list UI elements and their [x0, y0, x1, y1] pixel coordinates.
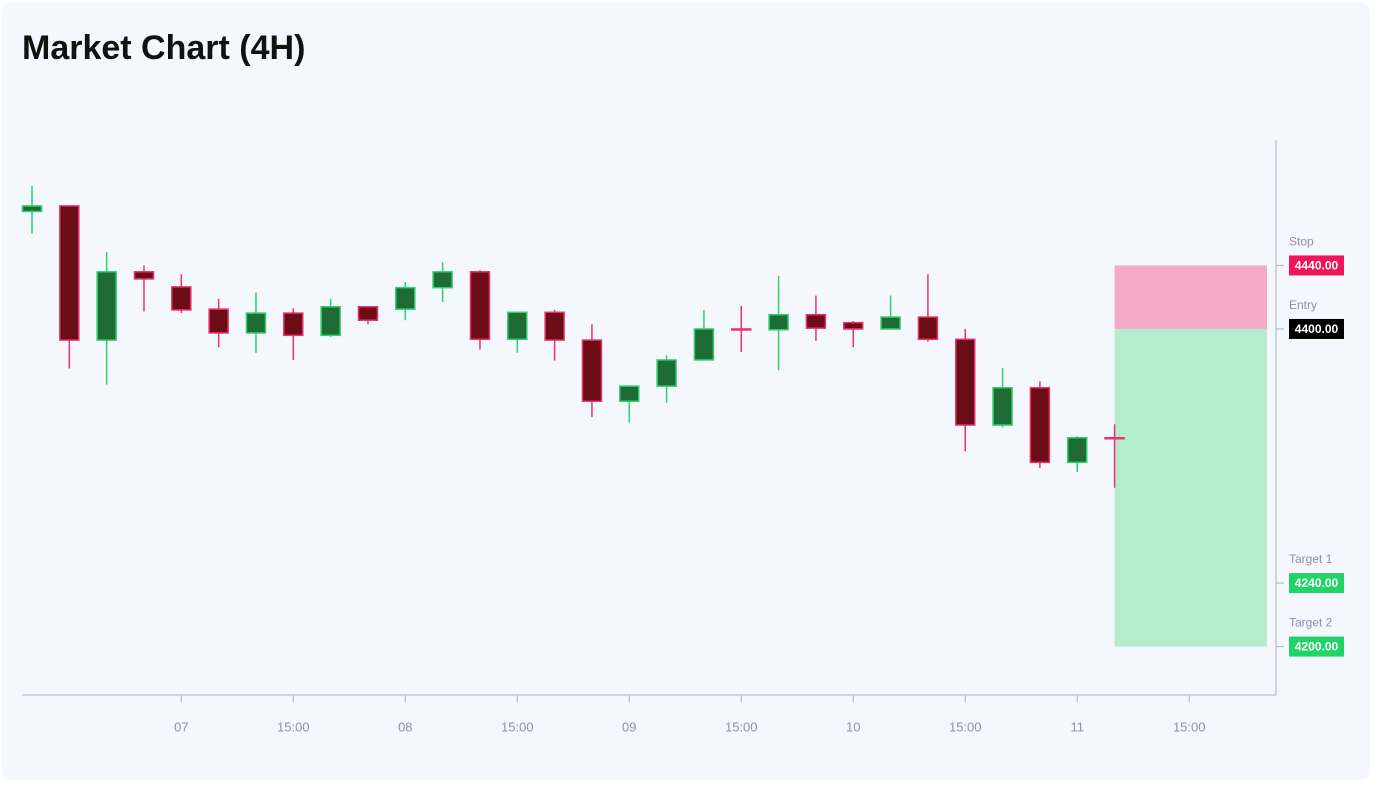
candle-body: [171, 286, 192, 311]
candle-body: [96, 271, 117, 341]
candle-body: [133, 271, 155, 280]
card: [2, 2, 1370, 780]
x-tick-label: 15:00: [949, 719, 982, 734]
x-tick-label: 11: [1070, 719, 1084, 734]
x-tick-label: 10: [846, 719, 860, 734]
candle-body: [469, 271, 491, 341]
level-badge: [1289, 318, 1344, 339]
level-badge: [1289, 636, 1344, 657]
level-badge: [1289, 573, 1344, 594]
level-name: Stop: [1289, 235, 1314, 249]
x-tick-label: 15:00: [277, 719, 310, 734]
level-name: Entry: [1289, 298, 1317, 312]
candle-body: [992, 386, 1013, 426]
candle-body: [320, 305, 341, 337]
candle-body: [1104, 436, 1125, 440]
candle-body: [395, 286, 416, 310]
candle-body: [768, 313, 789, 331]
level-name: Target 1: [1289, 552, 1333, 566]
candle-body: [507, 311, 528, 341]
candle-body: [59, 205, 80, 341]
risk-zone: [1114, 265, 1267, 329]
candle-body: [1029, 386, 1051, 464]
candle-body: [283, 312, 304, 337]
reward-zone: [1114, 328, 1267, 647]
candle-body: [880, 316, 901, 330]
x-tick-label: 07: [174, 719, 188, 734]
x-tick-label: 09: [622, 719, 636, 734]
x-tick-label: 15:00: [1173, 719, 1206, 734]
candle-body: [1066, 436, 1088, 464]
x-tick-label: 08: [398, 719, 412, 734]
candle-body: [544, 311, 565, 341]
candle-body: [731, 328, 752, 331]
candle-body: [432, 271, 453, 289]
chart-title: Market Chart (4H): [22, 29, 305, 67]
candle-body: [843, 321, 864, 330]
candle-body: [693, 328, 715, 361]
candle-body: [619, 385, 640, 402]
x-tick-label: 15:00: [725, 719, 758, 734]
level-badge: [1289, 255, 1344, 276]
level-value: 4200.00: [1295, 640, 1339, 654]
candle-body: [917, 316, 939, 341]
candle-body: [245, 312, 267, 334]
level-value: 4240.00: [1295, 576, 1339, 590]
candle-body: [208, 308, 229, 334]
candle-body: [656, 359, 677, 387]
candle-body: [21, 205, 43, 213]
candle-body: [357, 305, 379, 321]
candle-body: [955, 338, 976, 426]
candle-body: [805, 313, 827, 329]
level-value: 4400.00: [1295, 322, 1339, 336]
x-tick-label: 15:00: [501, 719, 534, 734]
level-value: 4440.00: [1295, 259, 1339, 273]
candle-body: [581, 339, 603, 402]
level-name: Target 2: [1289, 616, 1333, 630]
